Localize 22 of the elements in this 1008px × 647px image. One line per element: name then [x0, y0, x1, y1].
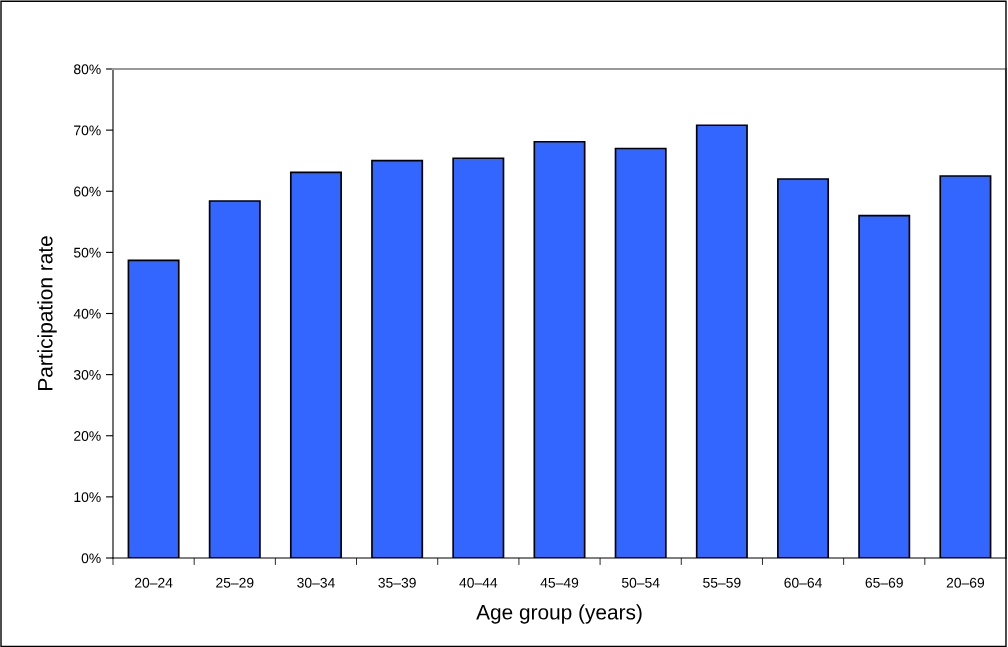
x-tick-label: 30–34: [297, 577, 335, 588]
x-tick-label: 20–69: [946, 577, 985, 588]
x-tick-label: 50–54: [621, 577, 660, 588]
y-tick-label: 20%: [74, 431, 101, 441]
y-tick-label: 0%: [81, 553, 101, 564]
x-tick-label: 65–69: [865, 577, 903, 588]
x-tick-label: 55–59: [703, 577, 741, 588]
x-tick-label: 25–29: [216, 577, 254, 588]
x-tick-label: 60–64: [784, 577, 822, 588]
y-tick-label: 10%: [74, 492, 101, 503]
y-tick-label: 50%: [73, 247, 101, 258]
x-tick-label: 35–39: [378, 577, 416, 588]
x-tick-label: 40–44: [459, 577, 498, 588]
y-tick-label: 80%: [74, 64, 101, 75]
x-axis-title: Age group (years): [476, 604, 642, 624]
y-tick-label: 40%: [73, 308, 101, 319]
y-tick-label: 30%: [73, 369, 101, 380]
y-tick-label: 60%: [74, 186, 101, 197]
x-tick-label: 45–49: [540, 577, 579, 588]
x-tick-label: 20–24: [134, 577, 173, 588]
y-tick-label: 70%: [74, 125, 101, 136]
y-axis-title: Participation rate: [37, 236, 57, 390]
